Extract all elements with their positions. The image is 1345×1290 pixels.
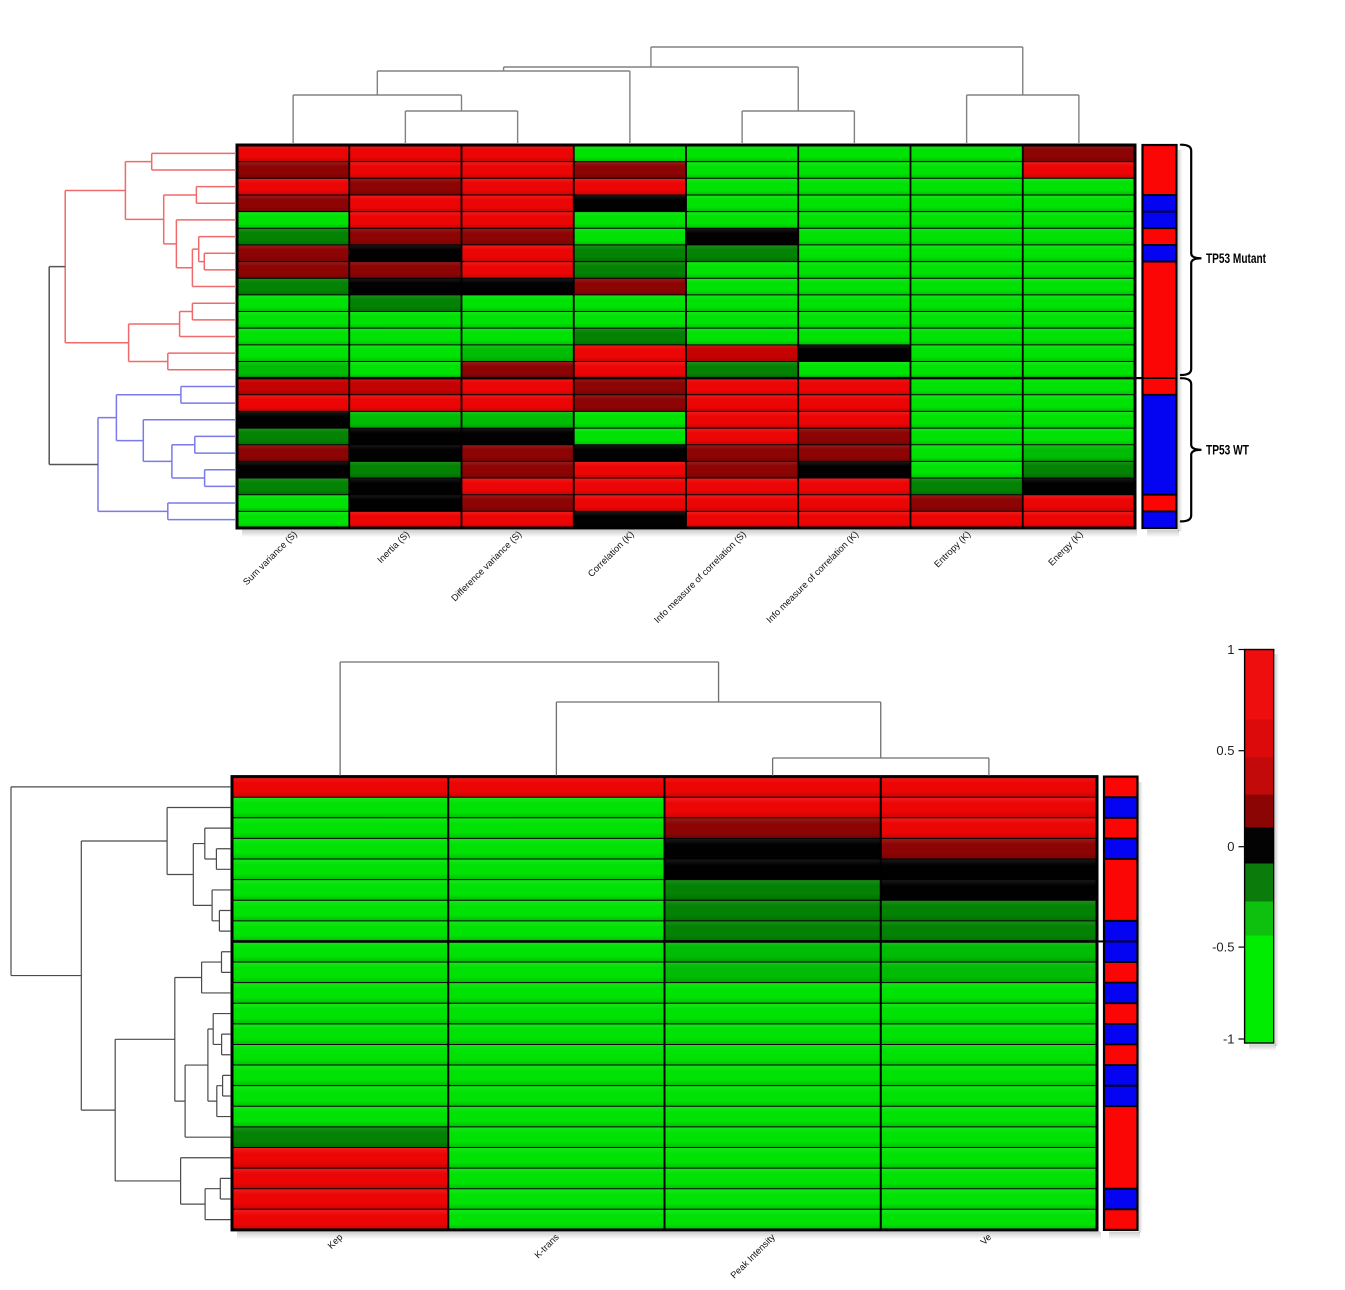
svg-text:0.5: 0.5 bbox=[1216, 743, 1234, 758]
svg-text:TP53 Mutant: TP53 Mutant bbox=[1206, 250, 1266, 266]
svg-text:TP53 WT: TP53 WT bbox=[1206, 442, 1249, 458]
svg-text:0: 0 bbox=[1227, 839, 1234, 854]
svg-text:-1: -1 bbox=[1223, 1032, 1235, 1047]
svg-text:-0.5: -0.5 bbox=[1212, 940, 1234, 955]
svg-text:1: 1 bbox=[1227, 642, 1234, 657]
